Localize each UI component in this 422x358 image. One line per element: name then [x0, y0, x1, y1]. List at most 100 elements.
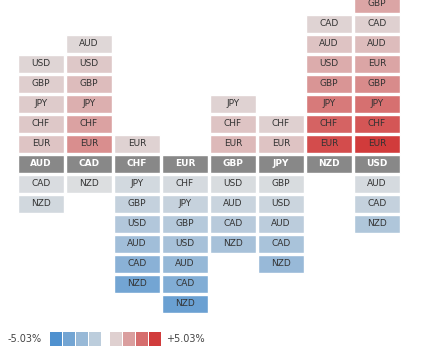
Text: CAD: CAD: [368, 199, 387, 208]
Bar: [258, 155, 304, 173]
Text: CHF: CHF: [320, 120, 338, 129]
Bar: [306, 35, 352, 53]
Bar: [258, 115, 304, 133]
Text: CAD: CAD: [78, 160, 100, 169]
Text: NZD: NZD: [367, 219, 387, 228]
Text: CAD: CAD: [368, 19, 387, 29]
Text: CAD: CAD: [271, 240, 291, 248]
Text: AUD: AUD: [223, 199, 243, 208]
Bar: [258, 235, 304, 253]
Text: CHF: CHF: [368, 120, 386, 129]
Text: -5.03%: -5.03%: [8, 334, 42, 344]
Bar: [306, 135, 352, 153]
Text: NZD: NZD: [127, 280, 147, 289]
Text: JPY: JPY: [227, 100, 240, 108]
Text: AUD: AUD: [127, 240, 147, 248]
Bar: [162, 215, 208, 233]
Bar: [210, 175, 256, 193]
Bar: [66, 135, 112, 153]
Text: EUR: EUR: [320, 140, 338, 149]
Text: CHF: CHF: [272, 120, 290, 129]
Text: CHF: CHF: [80, 120, 98, 129]
Bar: [110, 332, 122, 346]
Bar: [354, 75, 400, 93]
Bar: [354, 115, 400, 133]
Text: EUR: EUR: [175, 160, 195, 169]
Text: USD: USD: [176, 240, 195, 248]
Bar: [66, 35, 112, 53]
Text: NZD: NZD: [223, 240, 243, 248]
Text: CHF: CHF: [224, 120, 242, 129]
Bar: [306, 15, 352, 33]
Text: AUD: AUD: [30, 160, 52, 169]
Text: EUR: EUR: [224, 140, 242, 149]
Text: EUR: EUR: [80, 140, 98, 149]
Text: AUD: AUD: [319, 39, 339, 48]
Text: NZD: NZD: [318, 160, 340, 169]
Text: JPY: JPY: [273, 160, 289, 169]
Bar: [66, 115, 112, 133]
Text: JPY: JPY: [35, 100, 48, 108]
Text: GBP: GBP: [368, 79, 386, 88]
Text: USD: USD: [31, 59, 51, 68]
Text: EUR: EUR: [368, 140, 386, 149]
Text: EUR: EUR: [368, 59, 386, 68]
Bar: [354, 215, 400, 233]
Bar: [162, 195, 208, 213]
Bar: [66, 175, 112, 193]
Bar: [50, 332, 62, 346]
Bar: [354, 55, 400, 73]
Bar: [66, 75, 112, 93]
Bar: [354, 175, 400, 193]
Bar: [66, 155, 112, 173]
Bar: [354, 95, 400, 113]
Bar: [306, 55, 352, 73]
Bar: [114, 195, 160, 213]
Bar: [114, 255, 160, 273]
Text: GBP: GBP: [128, 199, 146, 208]
Text: GBP: GBP: [80, 79, 98, 88]
Text: GBP: GBP: [272, 179, 290, 189]
Bar: [162, 255, 208, 273]
Text: USD: USD: [223, 179, 243, 189]
Text: GBP: GBP: [222, 160, 243, 169]
Text: USD: USD: [127, 219, 146, 228]
Text: EUR: EUR: [272, 140, 290, 149]
Text: EUR: EUR: [128, 140, 146, 149]
Bar: [210, 115, 256, 133]
Text: USD: USD: [319, 59, 338, 68]
Text: CAD: CAD: [31, 179, 51, 189]
Bar: [162, 155, 208, 173]
Bar: [136, 332, 148, 346]
Text: JPY: JPY: [130, 179, 143, 189]
Text: GBP: GBP: [320, 79, 338, 88]
Text: CAD: CAD: [319, 19, 338, 29]
Bar: [258, 195, 304, 213]
Bar: [258, 135, 304, 153]
Text: GBP: GBP: [32, 79, 50, 88]
Bar: [18, 195, 64, 213]
Bar: [306, 115, 352, 133]
Text: NZD: NZD: [175, 300, 195, 309]
Bar: [354, 135, 400, 153]
Bar: [354, 35, 400, 53]
Bar: [258, 215, 304, 233]
Text: GBP: GBP: [368, 0, 386, 9]
Text: USD: USD: [271, 199, 291, 208]
Text: CAD: CAD: [127, 260, 146, 268]
Bar: [210, 155, 256, 173]
Text: USD: USD: [79, 59, 99, 68]
Text: CHF: CHF: [32, 120, 50, 129]
Bar: [258, 175, 304, 193]
Text: NZD: NZD: [31, 199, 51, 208]
Text: JPY: JPY: [371, 100, 384, 108]
Bar: [114, 215, 160, 233]
Text: AUD: AUD: [367, 39, 387, 48]
Bar: [306, 75, 352, 93]
Text: NZD: NZD: [271, 260, 291, 268]
Bar: [114, 155, 160, 173]
Bar: [18, 75, 64, 93]
Text: +5.03%: +5.03%: [166, 334, 205, 344]
Bar: [114, 175, 160, 193]
Bar: [210, 95, 256, 113]
